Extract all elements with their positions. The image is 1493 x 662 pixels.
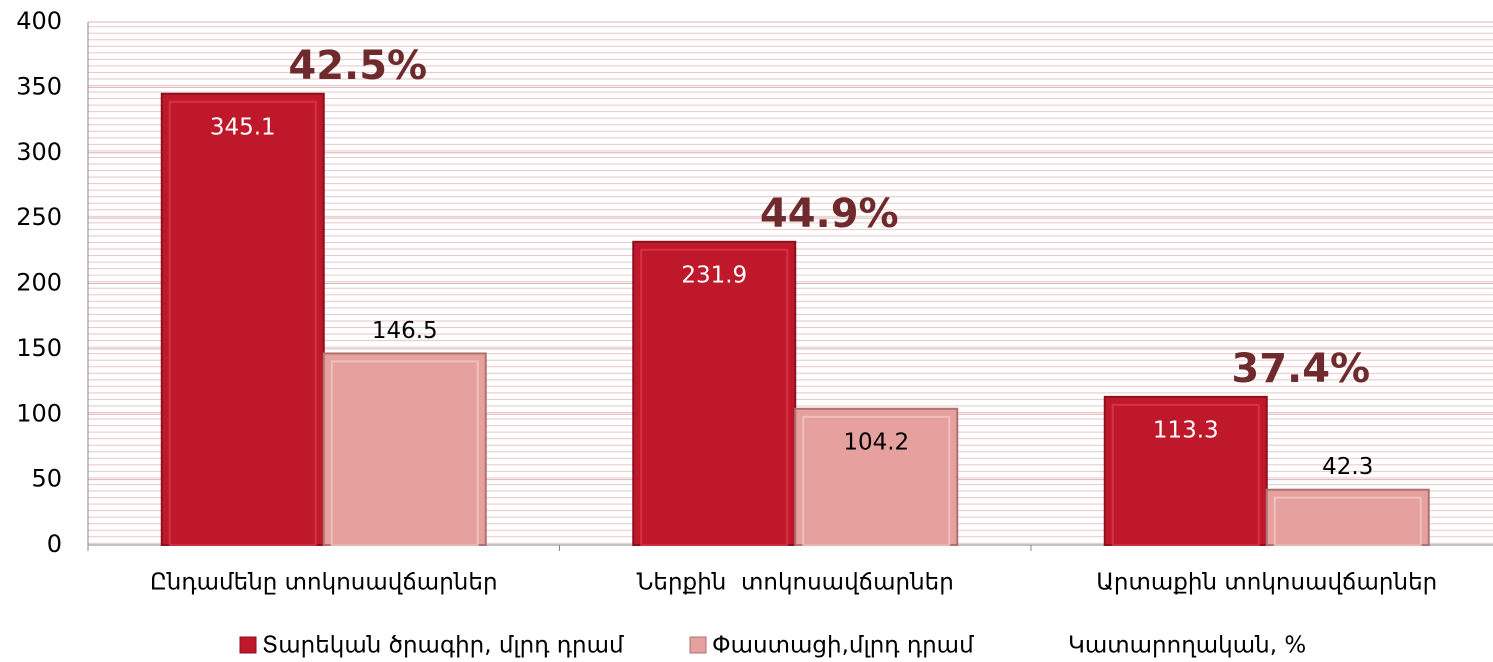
legend-label: Փաստացի,մլրդ դրամ xyxy=(712,633,974,659)
data-label: 104.2 xyxy=(843,429,909,455)
data-label: 146.5 xyxy=(372,318,438,344)
y-tick-label: 100 xyxy=(16,399,62,427)
bar xyxy=(160,92,325,547)
bar-bevel xyxy=(168,100,317,547)
data-label: 42.3 xyxy=(1322,454,1373,480)
percent-label: 37.4% xyxy=(1231,346,1370,392)
y-tick-label: 300 xyxy=(16,138,62,166)
data-label: 345.1 xyxy=(210,114,276,140)
legend-label: Կատարողական, % xyxy=(1068,633,1306,659)
x-tick-label: Ներքին տոկոսավճարներ xyxy=(637,570,954,596)
data-label: 113.3 xyxy=(1153,417,1219,443)
y-tick-label: 350 xyxy=(16,72,62,100)
y-tick-label: 50 xyxy=(31,465,62,493)
bar xyxy=(322,352,487,547)
x-tick-label: Ընդամենը տոկոսավճարներ xyxy=(150,570,498,596)
percent-label: 44.9% xyxy=(760,191,899,237)
x-tick-label: Արտաքին տոկոսավճարներ xyxy=(1096,570,1437,596)
bar xyxy=(794,407,959,547)
data-label: 231.9 xyxy=(681,262,747,288)
bar xyxy=(1103,395,1268,547)
legend-swatch xyxy=(239,636,257,654)
y-tick-label: 0 xyxy=(47,530,62,558)
bar-bevel xyxy=(1273,496,1422,546)
y-tick-label: 200 xyxy=(16,269,62,297)
bar-bevel xyxy=(330,360,479,547)
bar-bevel xyxy=(640,248,789,547)
bar-bevel xyxy=(1111,403,1260,547)
percent-label: 42.5% xyxy=(288,43,427,89)
y-tick-label: 400 xyxy=(16,7,62,35)
legend-swatch xyxy=(689,636,707,654)
bar xyxy=(632,240,797,547)
bar-bevel xyxy=(802,415,951,547)
y-tick-label: 150 xyxy=(16,334,62,362)
legend-label: Տարեկան ծրագիր, մլրդ դրամ xyxy=(262,633,624,659)
y-tick-label: 250 xyxy=(16,203,62,231)
